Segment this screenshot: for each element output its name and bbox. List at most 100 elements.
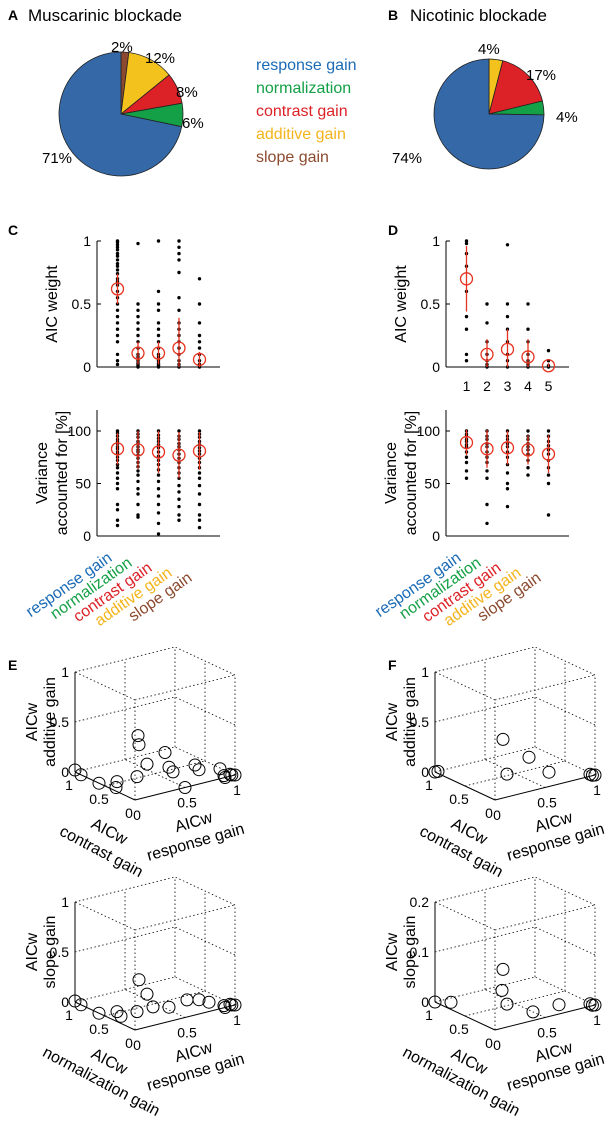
grid-line — [104, 990, 206, 1017]
mean-marker — [110, 282, 125, 296]
x-tick-label: 0 — [133, 807, 141, 823]
grid-line — [434, 746, 536, 773]
y-tick-label: 0.5 — [421, 296, 441, 312]
y-axis-label: accounted for [%] — [54, 411, 71, 536]
y-tick-label: 50 — [75, 476, 91, 492]
mean-marker — [131, 346, 145, 360]
pie-label-response-gain: 71% — [42, 150, 72, 167]
panel-letter-e: E — [8, 657, 17, 673]
data-point — [136, 308, 140, 312]
data-point — [156, 532, 161, 536]
grid-line — [434, 876, 536, 903]
y-tick-label: 100 — [68, 423, 92, 439]
data-point — [156, 479, 161, 484]
data-point — [583, 997, 597, 1011]
data-point — [92, 776, 106, 790]
data-point — [115, 476, 120, 480]
data-point — [218, 1001, 232, 1014]
grid-line — [484, 989, 546, 1018]
data-point — [542, 765, 556, 779]
data-point — [213, 762, 227, 776]
data-point — [228, 998, 242, 1012]
data-point — [115, 268, 120, 272]
data-point — [500, 767, 514, 781]
data-point — [136, 333, 140, 338]
z-axis-label: additive gain — [402, 677, 419, 767]
z-axis-label: AICw — [24, 932, 41, 971]
data-point — [546, 473, 551, 477]
data-point — [68, 763, 82, 777]
pie-b-title: Nicotinic blockade — [410, 6, 547, 25]
data-point — [146, 1000, 160, 1014]
data-point — [177, 497, 181, 501]
pie-label-contrast-gain: 17% — [526, 67, 556, 84]
x-tick-label: 1 — [593, 782, 601, 798]
legend-contrast-gain: contrast gain — [256, 103, 348, 120]
data-point — [496, 962, 510, 976]
data-point — [166, 765, 180, 779]
data-point — [156, 365, 161, 369]
data-point — [136, 241, 140, 246]
y-tick-label: 0 — [125, 805, 133, 821]
data-point — [526, 302, 530, 306]
y-tick-label: 1 — [65, 777, 73, 793]
legend-response-gain: response gain — [256, 57, 357, 74]
data-point — [156, 308, 161, 312]
data-point — [68, 994, 82, 1008]
data-point — [464, 239, 469, 243]
mean-marker — [500, 441, 515, 455]
data-point — [431, 764, 445, 778]
data-point — [140, 757, 154, 771]
grid-line — [74, 876, 176, 903]
mean-marker — [110, 442, 125, 456]
data-point — [197, 333, 202, 338]
data-point — [505, 487, 510, 491]
data-point — [197, 346, 202, 350]
panel-d-variance: 0 50 100 Variance accounted for [%] — [383, 410, 569, 544]
grid-line — [434, 696, 536, 723]
legend-normalization: normalization — [256, 80, 351, 97]
grid-line — [434, 646, 536, 673]
grid-line — [134, 674, 236, 701]
data-point — [500, 997, 514, 1011]
data-point — [202, 995, 216, 1009]
y-tick-label: 1 — [432, 233, 440, 249]
data-point — [177, 518, 181, 522]
data-point — [505, 504, 510, 509]
panel-letter-f: F — [388, 657, 397, 673]
data-point — [177, 483, 181, 488]
data-point — [197, 471, 202, 475]
data-point — [136, 502, 140, 507]
data-point — [136, 515, 140, 519]
y-tick-label: 0 — [83, 359, 91, 375]
data-point — [136, 314, 140, 319]
data-point — [526, 1005, 540, 1019]
grid-line — [74, 696, 176, 723]
mean-marker — [480, 442, 494, 456]
data-point — [188, 758, 202, 772]
pie-label-normalization: 6% — [182, 115, 204, 132]
pie-slice-response-gain — [433, 58, 545, 170]
pie-slice-response-gain — [58, 51, 183, 177]
y-axis-3d — [74, 771, 136, 801]
y-axis-label: AIC weight — [393, 265, 410, 343]
grid-line — [124, 759, 186, 788]
grid-line — [74, 646, 176, 673]
data-point — [177, 251, 181, 256]
data-point — [115, 248, 120, 252]
y-tick-label: 1 — [425, 777, 433, 793]
data-point — [156, 327, 161, 331]
y-tick-label: 0 — [432, 528, 440, 544]
x-axis-3d — [494, 1004, 596, 1031]
y-tick-label: 0 — [83, 528, 91, 544]
data-point — [115, 471, 120, 475]
data-point — [552, 998, 566, 1012]
data-point — [485, 521, 489, 526]
data-point — [156, 321, 161, 325]
data-point — [115, 466, 120, 470]
x-tick-label: 0 — [493, 807, 501, 823]
mean-marker — [172, 448, 186, 462]
data-point — [197, 340, 202, 344]
data-point — [583, 767, 597, 781]
